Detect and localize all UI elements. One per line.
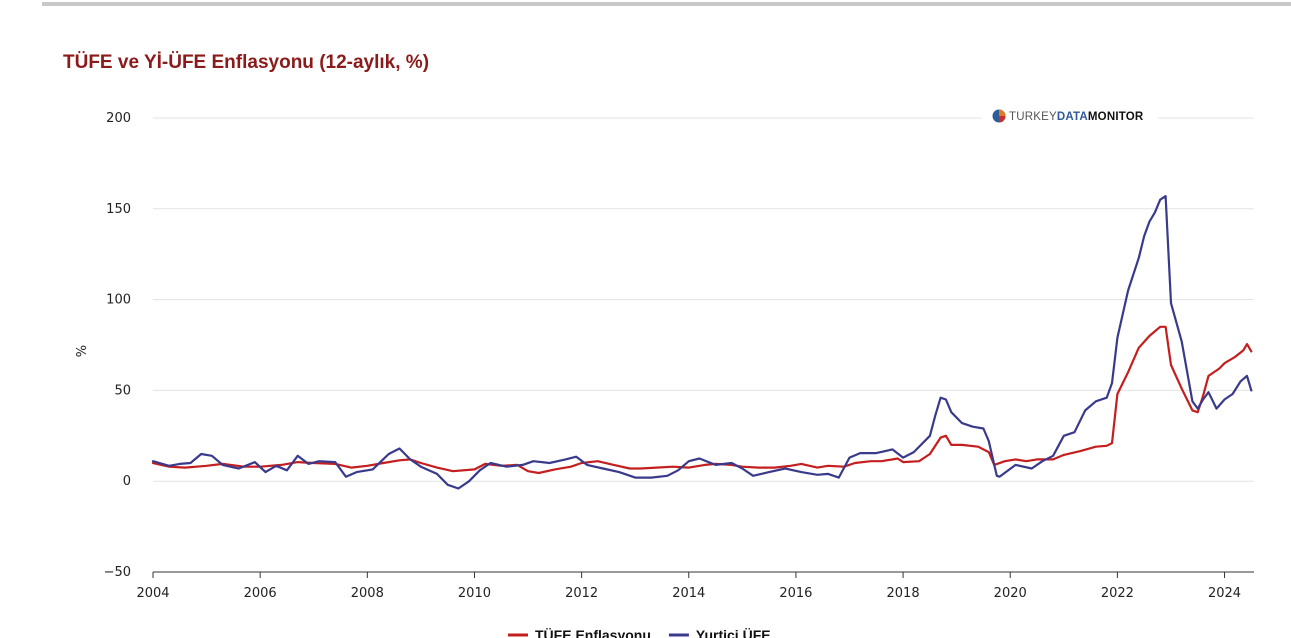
- series-line-1: [151, 325, 1253, 475]
- x-tick-label: 2020: [994, 586, 1027, 601]
- x-tick-label: 2008: [351, 586, 384, 601]
- chart-title: TÜFE ve Yİ-ÜFE Enflasyonu (12-aylık, %): [63, 52, 430, 73]
- y-axis-label: %: [75, 345, 90, 357]
- x-tick-label: 2010: [458, 586, 491, 601]
- x-tick-label: 2022: [1101, 586, 1134, 601]
- x-tick-label: 2012: [565, 586, 598, 601]
- logo-globe-icon: [992, 109, 1006, 123]
- y-axis-ticks: −50 0 50 100 150 200: [104, 111, 131, 580]
- x-tick-label: 2018: [887, 586, 920, 601]
- x-tick-label: 2024: [1208, 586, 1241, 601]
- x-axis: 2004 2006 2008 2010 2012 2014 2016 2018 2020 2022…: [136, 571, 1254, 601]
- series-lines: [151, 195, 1253, 490]
- watermark-logo: TURKEYDATAMONITOR: [982, 106, 1158, 126]
- x-tick-label: 2006: [244, 586, 277, 601]
- legend-label: Yurtiçi ÜFE: [696, 627, 771, 638]
- y-tick-label: 100: [106, 293, 131, 308]
- y-tick-label: 200: [106, 111, 131, 126]
- x-tick-label: 2016: [779, 586, 812, 601]
- y-tick-label: 150: [106, 202, 131, 217]
- y-tick-label: −50: [104, 565, 131, 580]
- y-tick-label: 50: [114, 383, 131, 398]
- legend-label: TÜFE Enflasyonu: [535, 627, 651, 638]
- top-divider: [42, 2, 1291, 6]
- legend: TÜFE Enflasyonu Yurtiçi ÜFE: [508, 627, 771, 638]
- x-tick-label: 2014: [672, 586, 705, 601]
- watermark-text: TURKEYDATAMONITOR: [1009, 111, 1144, 123]
- gridlines: [153, 117, 1254, 482]
- x-tick-label: 2004: [136, 586, 169, 601]
- series-line-2: [151, 195, 1253, 490]
- y-tick-label: 0: [123, 474, 131, 489]
